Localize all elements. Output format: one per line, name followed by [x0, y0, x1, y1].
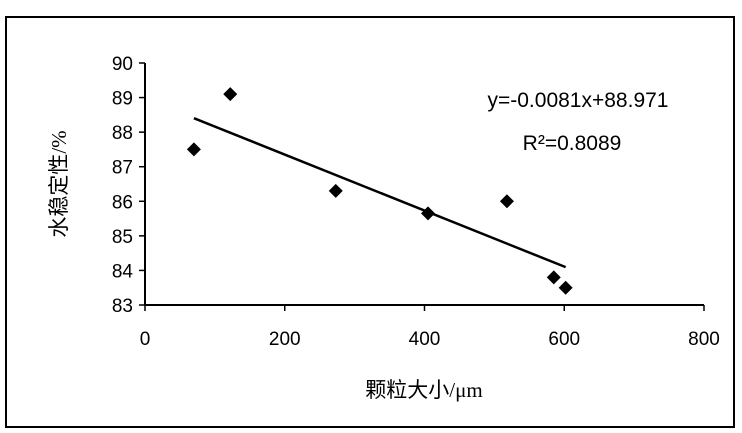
r-squared-label: R²=0.8089	[523, 132, 622, 155]
x-axis-title: 颗粒大小/μm	[365, 378, 482, 402]
x-tick-label: 600	[548, 329, 580, 350]
y-tick-label: 88	[112, 123, 133, 144]
y-tick-label: 87	[112, 158, 133, 179]
y-tick-label: 89	[112, 89, 133, 110]
x-tick-label: 0	[140, 329, 151, 350]
data-point	[558, 280, 573, 295]
y-tick-label: 86	[112, 192, 133, 213]
trendline	[193, 117, 567, 269]
trend	[193, 117, 567, 269]
ticks: 83 84 85 86 87 88 89 90 0 200 400 600 800	[112, 54, 720, 350]
x-tick-label: 400	[409, 329, 441, 350]
y-tick-label: 90	[112, 54, 133, 75]
data-point	[328, 183, 343, 198]
y-tick-label: 85	[112, 227, 133, 248]
data-point	[420, 206, 435, 221]
labels: y=-0.0081x+88.971 R²=0.8089 颗粒大小/μm 水稳定性…	[47, 89, 668, 402]
x-tick-label: 800	[688, 329, 720, 350]
data-point	[223, 87, 238, 102]
data-point	[499, 194, 514, 209]
x-tick-label: 200	[269, 329, 301, 350]
data-point	[186, 142, 201, 157]
y-tick-label: 84	[112, 261, 134, 282]
trendline-equation: y=-0.0081x+88.971	[488, 89, 669, 112]
y-axis-title: 水稳定性/%	[47, 130, 71, 237]
y-tick-label: 83	[112, 296, 133, 317]
points	[186, 87, 573, 295]
data-point	[546, 270, 561, 285]
chart-frame	[5, 16, 735, 428]
